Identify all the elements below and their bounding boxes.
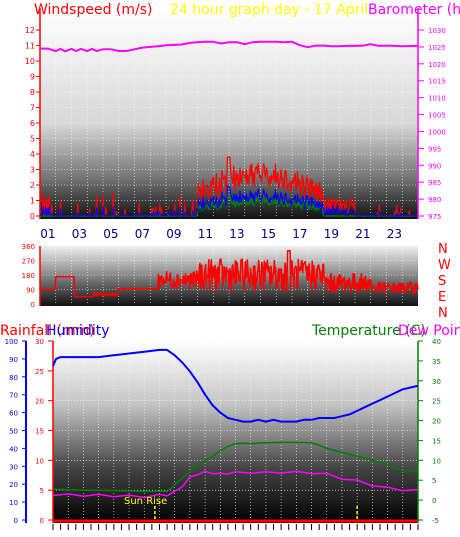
wind-gust-line xyxy=(40,156,418,217)
barometer-tick-label: 995 xyxy=(428,145,441,153)
temperature-tick-label: 15 xyxy=(432,437,441,445)
humidity-tick-label: 100 xyxy=(5,338,18,346)
humidity-tick-label: 70 xyxy=(9,392,18,400)
humidity-tick-label: 0 xyxy=(14,517,18,525)
barometer-tick-label: 1025 xyxy=(428,44,446,52)
barometer-tick-label: 985 xyxy=(428,179,441,187)
direction-tick-label: 360 xyxy=(22,243,35,251)
windspeed-tick-label: 7 xyxy=(30,104,35,113)
barometer-tick-label: 1020 xyxy=(428,61,446,69)
dewpoint-axis-title: Dew Point xyxy=(398,323,460,339)
windspeed-tick-label: 10 xyxy=(25,57,35,66)
series-lines xyxy=(39,40,419,523)
direction-tick-label: 0 xyxy=(31,301,35,309)
hour-tick-label: 19 xyxy=(324,227,339,241)
temperature-tick-label: 35 xyxy=(432,358,441,366)
hour-tick-label: 05 xyxy=(103,227,118,241)
temperature-tick-label: -5 xyxy=(432,517,439,525)
rainfall-tick-label: 0 xyxy=(40,517,44,525)
hour-tick-label: 17 xyxy=(292,227,307,241)
humidity-line xyxy=(52,348,419,423)
compass-label-s: S xyxy=(438,274,446,289)
sunrise-annotation: Sun Rise xyxy=(124,496,167,507)
hour-tick-label: 01 xyxy=(40,227,55,241)
wind-direction-line xyxy=(39,250,419,298)
dewpoint-line xyxy=(52,470,419,499)
temperature-tick-label: 40 xyxy=(432,338,441,346)
rainfall-tick-label: 5 xyxy=(40,487,44,495)
direction-tick-label: 270 xyxy=(22,258,35,266)
barometer-tick-label: 990 xyxy=(428,162,441,170)
hour-tick-label: 21 xyxy=(355,227,370,241)
humidity-tick-label: 20 xyxy=(9,481,18,489)
hour-tick-label: 23 xyxy=(387,227,402,241)
barometer-tick-label: 980 xyxy=(428,196,441,204)
windspeed-tick-label: 5 xyxy=(30,135,35,144)
hour-tick-label: 13 xyxy=(229,227,244,241)
wind-avg-line xyxy=(39,185,418,217)
hour-tick-label: 11 xyxy=(198,227,213,241)
barometer-line xyxy=(40,40,419,53)
windspeed-tick-label: 1 xyxy=(30,197,35,206)
hour-tick-label: 07 xyxy=(135,227,150,241)
humidity-tick-label: 80 xyxy=(9,374,18,382)
temperature-tick-label: 5 xyxy=(432,477,436,485)
temperature-line xyxy=(52,441,419,493)
barometer-tick-label: 1005 xyxy=(428,112,446,120)
windspeed-tick-label: 9 xyxy=(30,73,35,82)
windspeed-tick-label: 8 xyxy=(30,88,35,97)
windspeed-tick-label: 4 xyxy=(30,150,35,159)
temperature-tick-label: 20 xyxy=(432,418,441,426)
compass-label-n-bottom: N xyxy=(438,306,448,321)
barometer-tick-label: 975 xyxy=(428,213,441,221)
windspeed-tick-label: 12 xyxy=(25,26,35,35)
grid-lines xyxy=(40,26,418,520)
rainfall-tick-label: 15 xyxy=(35,428,44,436)
compass-label-n-top: N xyxy=(438,242,448,257)
climate-panel-bg xyxy=(53,341,418,523)
windspeed-axis-title: Windspeed (m/s) xyxy=(34,2,153,18)
humidity-tick-label: 10 xyxy=(9,499,18,507)
rainfall-tick-label: 30 xyxy=(35,338,44,346)
humidity-tick-label: 50 xyxy=(9,428,18,436)
graph-title: 24 hour graph day - 17 April xyxy=(170,2,368,18)
barometer-tick-label: 1000 xyxy=(428,128,446,136)
rainfall-tick-label: 10 xyxy=(35,457,44,465)
hour-tick-label: 09 xyxy=(166,227,181,241)
axis-ticks xyxy=(22,8,424,530)
temperature-tick-label: 10 xyxy=(432,457,441,465)
direction-tick-label: 180 xyxy=(22,272,35,280)
compass-label-e: E xyxy=(438,290,446,305)
humidity-tick-label: 30 xyxy=(9,463,18,471)
tick-labels: 0123456789101112975980985990995100010051… xyxy=(5,26,446,525)
temperature-tick-label: 25 xyxy=(432,398,441,406)
temperature-axis-title: Temperature (C) xyxy=(311,323,426,339)
hour-tick-label: 03 xyxy=(72,227,87,241)
direction-tick-label: 90 xyxy=(26,287,35,295)
windspeed-tick-label: 2 xyxy=(30,181,35,190)
barometer-axis-title: Barometer (h xyxy=(368,2,460,18)
hour-tick-label: 15 xyxy=(261,227,276,241)
rainfall-tick-label: 20 xyxy=(35,398,44,406)
rainfall-axis-title: Rainfall (mm) xyxy=(0,323,95,339)
humidity-tick-label: 40 xyxy=(9,445,18,453)
windspeed-tick-label: 0 xyxy=(30,212,35,221)
windspeed-tick-label: 6 xyxy=(30,119,35,128)
windspeed-tick-label: 11 xyxy=(25,42,35,51)
temperature-tick-label: 0 xyxy=(432,497,436,505)
humidity-tick-label: 90 xyxy=(9,356,18,364)
wind-low-line xyxy=(40,194,418,217)
barometer-tick-label: 1010 xyxy=(428,95,446,103)
windspeed-tick-label: 3 xyxy=(30,166,35,175)
barometer-tick-label: 1015 xyxy=(428,78,446,86)
temperature-tick-label: 30 xyxy=(432,378,441,386)
compass-label-w: W xyxy=(438,258,451,273)
humidity-axis-title: Humidity xyxy=(46,323,109,339)
barometer-tick-label: 1030 xyxy=(428,27,446,35)
rainfall-tick-label: 25 xyxy=(35,368,44,376)
humidity-tick-label: 60 xyxy=(9,410,18,418)
